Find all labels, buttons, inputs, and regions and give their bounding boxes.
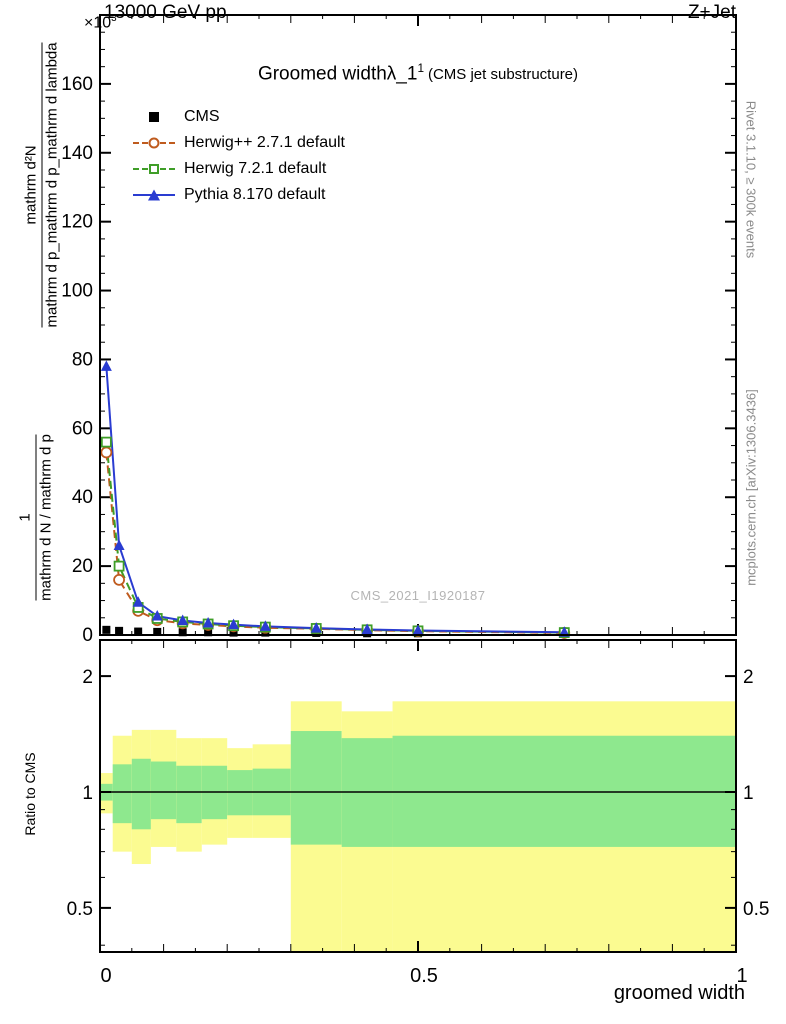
y-tick-label: 100 (61, 281, 93, 302)
y-axis-exponent: ×103 (84, 13, 117, 32)
plot-title-superscript: 1 (417, 62, 424, 75)
y-axis-label-lower: 1 mathrm d N / mathrm d p (17, 428, 56, 608)
ratio-tick-label-right: 0.5 (743, 899, 769, 920)
x-tick-label: 0.5 (410, 965, 438, 987)
y-tick-label: 20 (72, 556, 93, 577)
y-tick-label: 160 (61, 74, 93, 95)
square-filled-icon (133, 110, 175, 124)
ratio-tick-label-left: 2 (82, 667, 93, 688)
ratio-plot: 0.5 0.5 1 1 2 2 0 0.5 1 (67, 639, 769, 987)
plot-title-main: Groomed width (257, 63, 387, 85)
x-tick-label: 1 (736, 965, 747, 987)
y-axis-label-lower-numerator: 1 (16, 513, 34, 522)
mcplots-reference-label: mcplots.cern.ch [arXiv:1306.3436] (743, 389, 759, 586)
y-tick-label: 40 (72, 487, 93, 508)
y-tick-label: 60 (72, 418, 93, 439)
legend-label: Herwig++ 2.7.1 default (184, 134, 345, 151)
legend-item-herwigpp: Herwig++ 2.7.1 default (133, 130, 345, 156)
y-axis-label-lower-denominator: mathrm d N / mathrm d p (37, 434, 55, 601)
process-label: Z+Jet (687, 2, 736, 23)
analysis-id-watermark: CMS_2021_I1920187 (350, 588, 486, 603)
ratio-tick-label-right: 1 (743, 783, 754, 804)
y-tick-label: 140 (61, 143, 93, 164)
y-axis-exponent-sup: 3 (111, 13, 117, 24)
ratio-tick-label-left: 0.5 (67, 899, 93, 920)
ratio-tick-label-right: 2 (743, 667, 754, 688)
main-plot: 0 20 40 60 80 100 120 140 160 (61, 14, 737, 646)
legend-label: Pythia 8.170 default (184, 186, 326, 203)
plot-title-symbol: λ_1 (386, 63, 418, 85)
y-tick-label: 120 (61, 212, 93, 233)
legend-label: CMS (184, 108, 220, 125)
ratio-tick-label-left: 1 (82, 783, 93, 804)
fraction-bar (35, 434, 37, 601)
legend-label: Herwig 7.2.1 default (184, 160, 327, 177)
triangle-filled-icon (133, 188, 175, 202)
rivet-version-label: Rivet 3.1.10, ≥ 300k events (743, 100, 759, 259)
legend: CMS Herwig++ 2.7.1 default Herwig 7.2.1 de… (133, 104, 345, 208)
legend-item-herwig7: Herwig 7.2.1 default (133, 156, 345, 182)
beam-energy-label: 13000 GeV pp (104, 2, 227, 23)
y-tick-label: 0 (82, 625, 93, 646)
legend-item-pythia8: Pythia 8.170 default (133, 182, 345, 208)
circle-open-icon (133, 136, 175, 150)
plot-title-context: (CMS jet substructure) (427, 66, 579, 84)
y-axis-label-upper: mathrm d²N mathrm d p_mathrm d p_mathrm … (22, 42, 62, 328)
x-axis-label: groomed width (613, 982, 745, 1004)
legend-item-cms: CMS (133, 104, 345, 130)
y-tick-label: 80 (72, 349, 93, 370)
y-axis-exponent-base: ×10 (84, 14, 112, 32)
square-open-icon (133, 162, 175, 176)
ratio-axis-label: Ratio to CMS (22, 752, 38, 836)
y-axis-label-upper-denominator: mathrm d p_mathrm d p_mathrm d lambda (43, 42, 61, 328)
x-tick-label: 0 (100, 965, 111, 987)
fraction-bar (41, 42, 43, 328)
plot-title: Groomed widthλ_11 (CMS jet substructure) (100, 62, 736, 85)
y-axis-label-upper-numerator: mathrm d²N (22, 145, 40, 225)
